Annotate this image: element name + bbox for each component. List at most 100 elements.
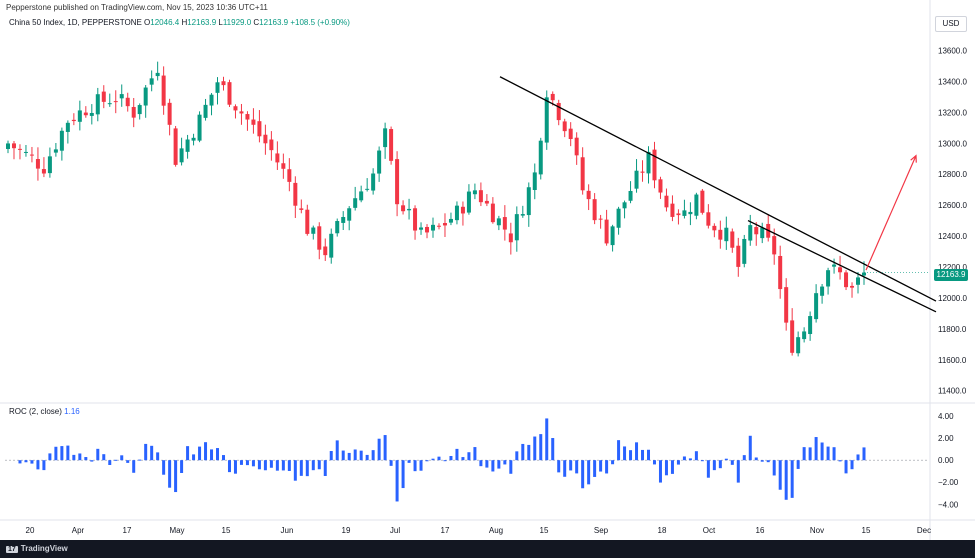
candle-body xyxy=(179,148,184,163)
candle-body xyxy=(431,224,436,231)
roc-bar xyxy=(335,440,339,461)
candle-body xyxy=(574,137,579,156)
currency-button[interactable]: USD xyxy=(935,16,967,32)
candle-body xyxy=(862,272,866,276)
roc-bar xyxy=(491,460,495,472)
roc-bar xyxy=(287,460,291,471)
candle-body xyxy=(215,82,220,93)
roc-bar xyxy=(449,455,453,461)
candle-body xyxy=(239,111,244,114)
candle-body xyxy=(17,148,22,150)
roc-bar xyxy=(521,443,525,461)
projection-arrow-head xyxy=(910,154,917,163)
roc-bar xyxy=(156,452,160,461)
candle-body xyxy=(520,214,525,216)
price-tick-label: 12600.0 xyxy=(938,201,967,210)
candle-body xyxy=(490,203,495,223)
trendline xyxy=(747,220,937,313)
price-tick-label: 13400.0 xyxy=(938,77,967,86)
candle-body xyxy=(11,143,16,149)
candle-body xyxy=(808,316,813,335)
price-tick-label: 12800.0 xyxy=(938,170,967,179)
candle-body xyxy=(514,214,519,241)
time-tick-label: 15 xyxy=(222,526,231,535)
time-tick-label: 15 xyxy=(540,526,549,535)
candle-body xyxy=(29,154,34,156)
candle-body xyxy=(89,112,94,116)
roc-bar xyxy=(473,447,477,461)
candle-body xyxy=(149,78,154,85)
roc-bar xyxy=(581,460,585,489)
candle-body xyxy=(77,110,82,122)
roc-bar xyxy=(676,460,680,465)
candle-body xyxy=(448,218,453,223)
roc-bar xyxy=(748,435,752,461)
candle-body xyxy=(137,105,142,115)
time-tick-label: Nov xyxy=(810,526,824,535)
roc-bar xyxy=(527,444,531,461)
roc-bar xyxy=(503,460,507,465)
candle-body xyxy=(341,217,346,223)
price-tick-label: 11400.0 xyxy=(938,387,967,396)
candle-body xyxy=(778,255,783,290)
roc-bar xyxy=(221,455,225,461)
roc-bar xyxy=(395,460,399,502)
roc-bar xyxy=(611,460,615,465)
roc-bar xyxy=(664,460,668,476)
roc-bar xyxy=(760,460,764,462)
symbol-name: China 50 Index, 1D, PEPPERSTONE xyxy=(9,18,142,27)
candle-body xyxy=(652,149,657,181)
roc-bar xyxy=(341,450,345,461)
candle-body xyxy=(508,233,513,243)
candle-body xyxy=(688,211,693,215)
time-tick-label: Aug xyxy=(489,526,503,535)
candle-body xyxy=(6,143,10,149)
candle-body xyxy=(610,226,615,246)
candle-body xyxy=(814,293,819,320)
roc-bar xyxy=(862,447,866,461)
roc-bar xyxy=(96,448,100,461)
candle-body xyxy=(598,218,603,220)
roc-bar xyxy=(389,460,393,466)
roc-bar xyxy=(126,460,130,463)
roc-bar xyxy=(18,460,22,464)
roc-bar xyxy=(108,460,112,465)
candle-body xyxy=(365,188,370,190)
roc-bar xyxy=(623,446,627,461)
candle-body xyxy=(377,150,382,174)
publisher-line: Pepperstone published on TradingView.com… xyxy=(6,3,268,12)
candle-body xyxy=(604,219,609,244)
roc-bar xyxy=(700,460,704,462)
candle-body xyxy=(634,170,639,189)
roc-tick-label: 2.00 xyxy=(938,434,954,443)
roc-bar xyxy=(90,460,94,462)
candle-body xyxy=(562,121,567,132)
candle-body xyxy=(442,223,447,226)
candle-body xyxy=(371,173,376,191)
candle-body xyxy=(622,202,627,209)
candle-body xyxy=(347,208,352,221)
candle-body xyxy=(736,245,741,267)
open-value: 12046.4 xyxy=(150,18,180,27)
bottom-bar xyxy=(0,540,975,558)
logo-text: TradingView xyxy=(20,544,68,553)
roc-bar xyxy=(168,460,172,488)
candle-body xyxy=(101,91,106,102)
roc-bar xyxy=(180,460,184,473)
roc-tick-label: −2.00 xyxy=(938,478,959,487)
candle-body xyxy=(359,191,364,201)
candle-body xyxy=(227,82,232,105)
candle-body xyxy=(59,130,64,151)
roc-bar xyxy=(443,460,447,462)
candle-body xyxy=(263,134,268,144)
roc-bar xyxy=(407,460,411,463)
candle-body xyxy=(484,200,489,204)
candle-body xyxy=(742,238,747,264)
candle-body xyxy=(281,163,286,169)
candle-body xyxy=(850,285,855,288)
roc-bar xyxy=(557,460,561,473)
roc-bar xyxy=(269,460,273,468)
roc-bar xyxy=(359,450,363,461)
candle-body xyxy=(544,97,549,143)
